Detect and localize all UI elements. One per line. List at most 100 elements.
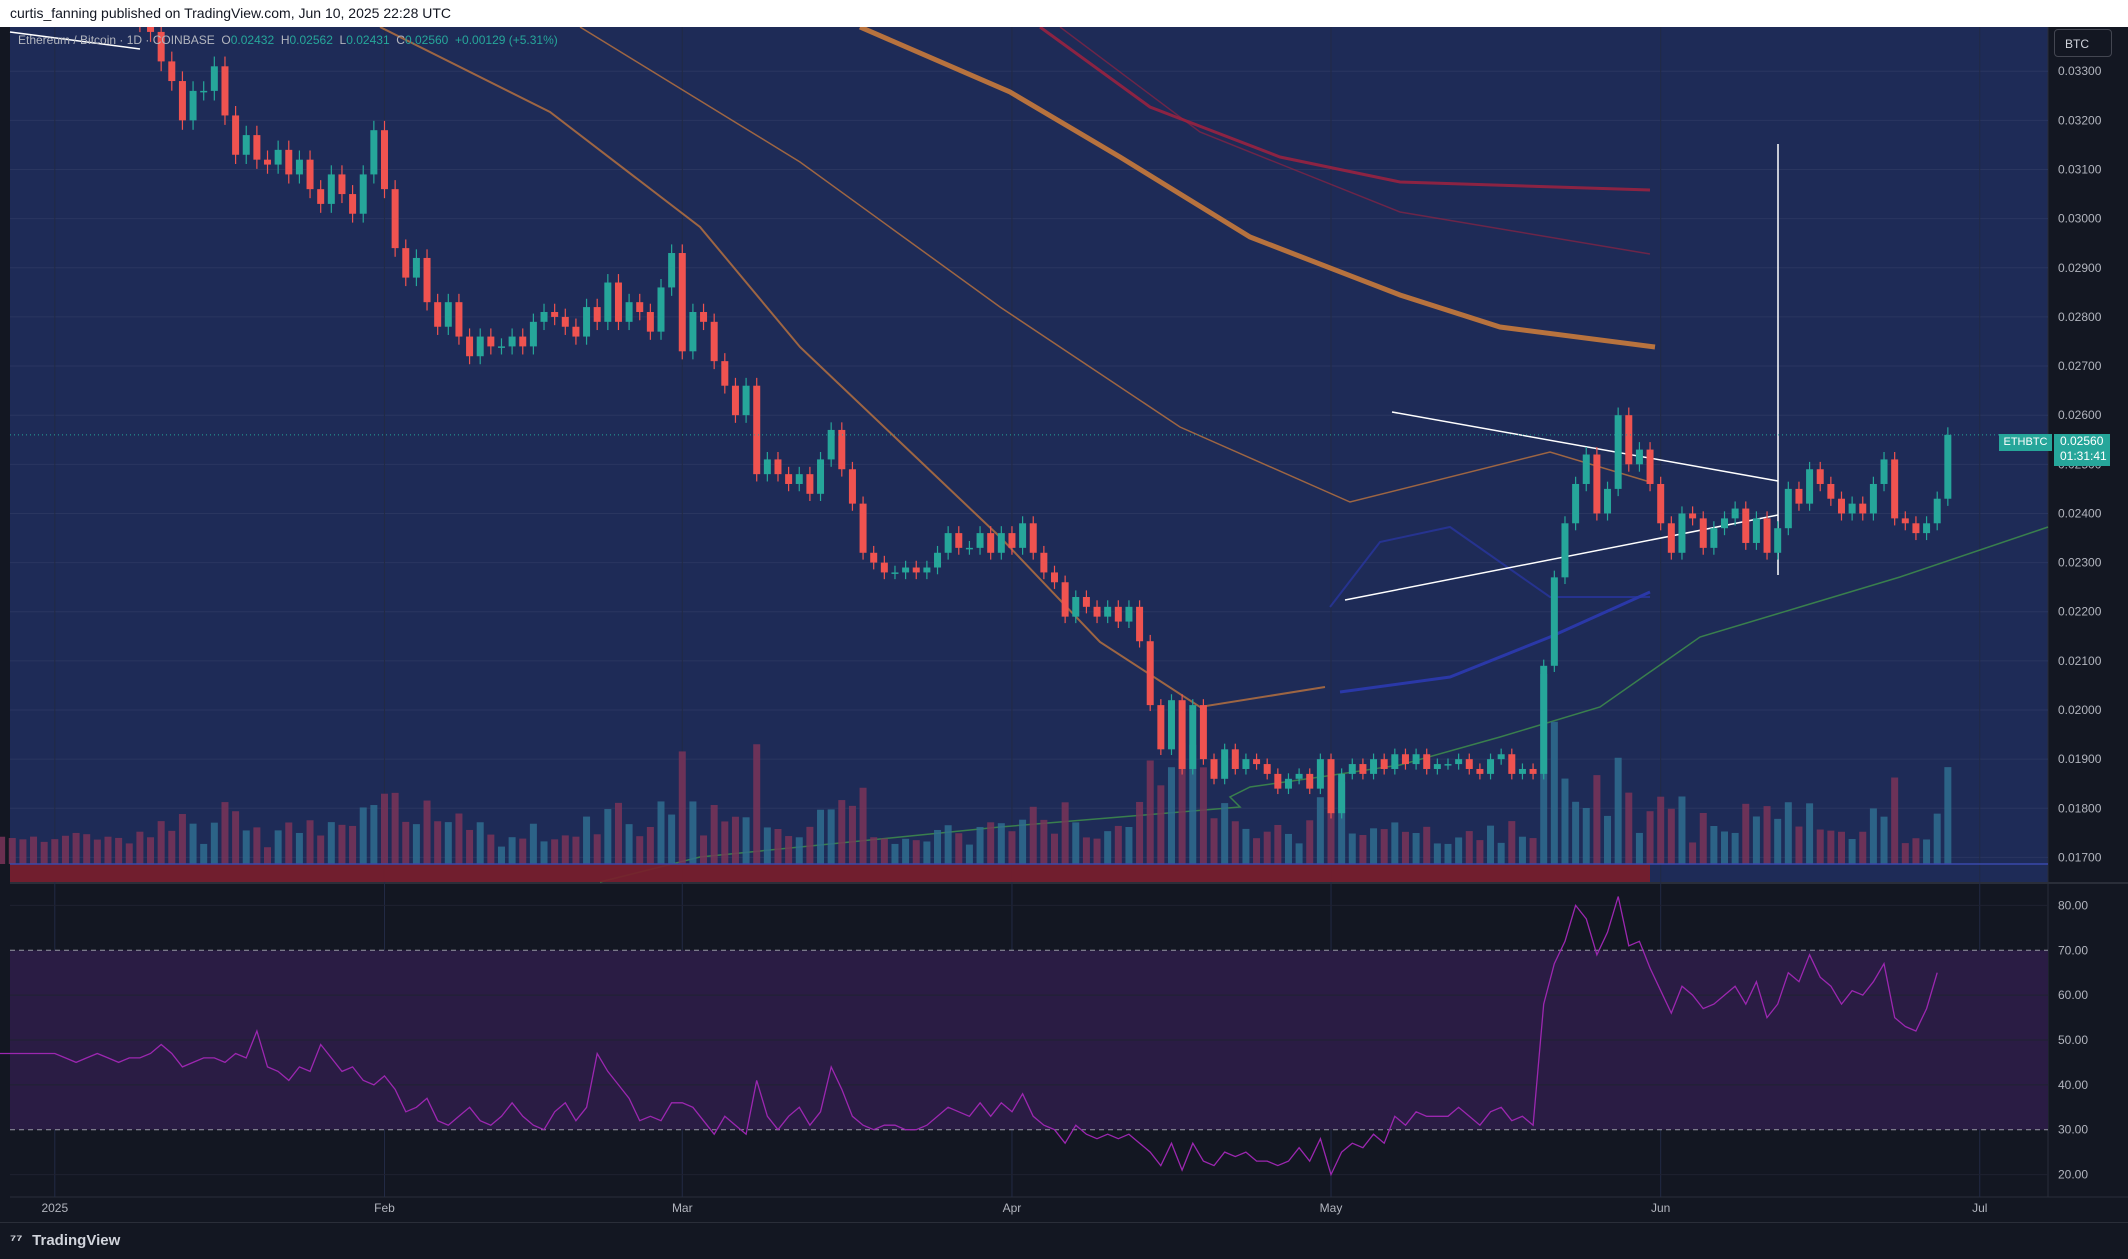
candle [434,302,442,327]
price-tick-label: 0.02100 [2058,654,2102,668]
volume-bar [1263,831,1271,864]
candle [827,429,835,460]
volume-bar [710,805,718,864]
volume-bar [497,846,505,864]
volume-bar [19,839,27,864]
volume-bar [1529,838,1537,864]
trendline-topleft [9,31,141,50]
candle [593,307,601,322]
candle [1178,700,1186,769]
volume-bar [391,792,399,864]
candle [497,346,505,348]
candle [1763,518,1771,553]
candle [1806,469,1814,504]
volume-bar [997,823,1005,864]
candle [391,189,399,249]
candle [274,149,282,165]
volume-bar [742,817,750,864]
volume-bar [1423,826,1431,864]
candle [1061,582,1069,617]
volume-bar [200,843,208,864]
volume-bar [476,822,484,864]
volume-bar [721,821,729,864]
candle [870,552,878,563]
candle [976,533,984,548]
candle [551,312,559,317]
candle [519,336,527,347]
currency-button[interactable]: BTC [2054,29,2112,57]
volume-bar [264,847,272,864]
price-tick-label: 0.03200 [2058,113,2102,127]
candle [1114,606,1122,622]
volume-bar [1178,743,1186,864]
rsi-tick-label: 30.00 [2058,1123,2088,1137]
volume-bar [115,837,123,864]
candle [242,135,250,155]
tradingview-logo[interactable]: ⁷⁷ TradingView [10,1232,120,1249]
time-tick-label: Jun [1651,1201,1670,1215]
volume-bar [487,834,495,864]
candle [1944,434,1952,499]
volume-bar [668,814,676,864]
price-tick-label: 0.02800 [2058,310,2102,324]
price-tick-label: 0.02400 [2058,506,2102,520]
volume-bar [1806,803,1814,864]
candle [285,149,293,175]
volume-bar [1114,825,1122,864]
volume-bar [1487,825,1495,864]
volume-bar [168,830,176,864]
volume-bar [1295,843,1303,864]
candle [625,302,633,322]
volume-bar [147,837,155,864]
volume-bar [646,826,654,864]
candle [1497,754,1505,760]
candle [838,429,846,470]
volume-bar [253,827,261,864]
volume-bar [1221,803,1229,864]
candle [1274,773,1282,789]
candle [1231,749,1239,769]
candle [678,253,686,352]
candle [327,174,335,204]
volume-bar [902,838,910,864]
volume-bar [1072,822,1080,864]
volume-bar [1210,818,1218,864]
candle [710,321,718,362]
volume-bar [1550,721,1558,864]
candle [1146,641,1154,706]
volume-bar [40,841,48,864]
candle [1742,508,1750,543]
candle [1667,523,1675,553]
candle [944,533,952,553]
candle [817,459,825,494]
volume-bar [1444,843,1452,864]
price-tick-label: 0.02600 [2058,408,2102,422]
volume-bar [455,813,463,864]
chart-svg[interactable]: 0.03300 0.03200 0.03100 0.03000 0.02900 0.028… [0,0,2128,1222]
volume-bar [891,843,899,864]
volume-bar [285,822,293,864]
tv-logo-icon: ⁷⁷ [10,1232,23,1249]
candle [402,248,410,278]
volume-bar [1061,802,1069,864]
volume-bar [1572,801,1580,864]
price-tick-label: 0.03100 [2058,163,2102,177]
candle [157,31,165,62]
volume-bar [1933,813,1941,864]
volume-bar [1731,832,1739,864]
volume-bar [795,837,803,864]
chart-area[interactable]: 0.03300 0.03200 0.03100 0.03000 0.02900 0.028… [0,0,2128,1222]
candle [412,257,420,278]
candle [1082,597,1090,607]
candle [1699,518,1707,548]
volume-bar [8,838,16,864]
volume-bar [1253,838,1261,864]
volume-bar [763,827,771,864]
candle [880,562,888,573]
rsi-line [0,896,1938,1177]
volume-bar [1795,826,1803,864]
legend-open-label: O [221,33,231,47]
sma-50-line [1339,590,1651,694]
candle [200,90,208,93]
candle [1774,528,1782,553]
